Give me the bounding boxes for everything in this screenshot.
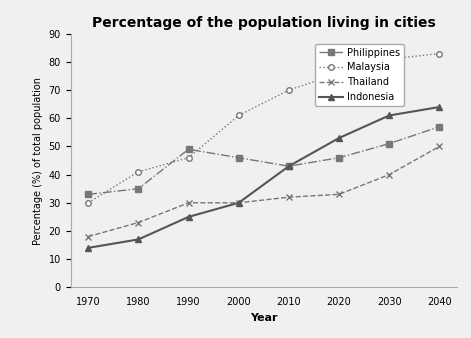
Thailand <box>85 235 91 239</box>
Y-axis label: Percentage (%) of total population: Percentage (%) of total population <box>33 76 43 245</box>
Indonesia <box>286 164 292 168</box>
Malaysia <box>437 51 442 55</box>
Philippines <box>437 125 442 129</box>
Thailand <box>437 144 442 148</box>
Indonesia <box>85 246 91 250</box>
Malaysia <box>386 57 392 61</box>
Malaysia <box>136 170 141 174</box>
Malaysia <box>286 88 292 92</box>
Thailand <box>186 201 191 205</box>
Indonesia <box>336 136 342 140</box>
Philippines <box>286 164 292 168</box>
Indonesia <box>136 237 141 241</box>
Thailand <box>336 192 342 196</box>
Malaysia <box>186 156 191 160</box>
Thailand <box>286 195 292 199</box>
Legend: Philippines, Malaysia, Thailand, Indonesia: Philippines, Malaysia, Thailand, Indones… <box>315 44 404 106</box>
Thailand <box>386 173 392 177</box>
Indonesia <box>236 201 242 205</box>
Malaysia <box>336 71 342 75</box>
Philippines <box>186 147 191 151</box>
Indonesia <box>386 114 392 118</box>
Line: Philippines: Philippines <box>85 124 442 197</box>
Philippines <box>85 192 91 196</box>
Malaysia <box>236 114 242 118</box>
Title: Percentage of the population living in cities: Percentage of the population living in c… <box>92 16 436 30</box>
Philippines <box>386 142 392 146</box>
Philippines <box>236 156 242 160</box>
Line: Malaysia: Malaysia <box>85 51 442 206</box>
Thailand <box>236 201 242 205</box>
Philippines <box>136 187 141 191</box>
Indonesia <box>186 215 191 219</box>
X-axis label: Year: Year <box>250 313 277 322</box>
Malaysia <box>85 201 91 205</box>
Philippines <box>336 156 342 160</box>
Line: Thailand: Thailand <box>85 143 443 240</box>
Indonesia <box>437 105 442 109</box>
Line: Indonesia: Indonesia <box>85 104 442 251</box>
Thailand <box>136 220 141 224</box>
